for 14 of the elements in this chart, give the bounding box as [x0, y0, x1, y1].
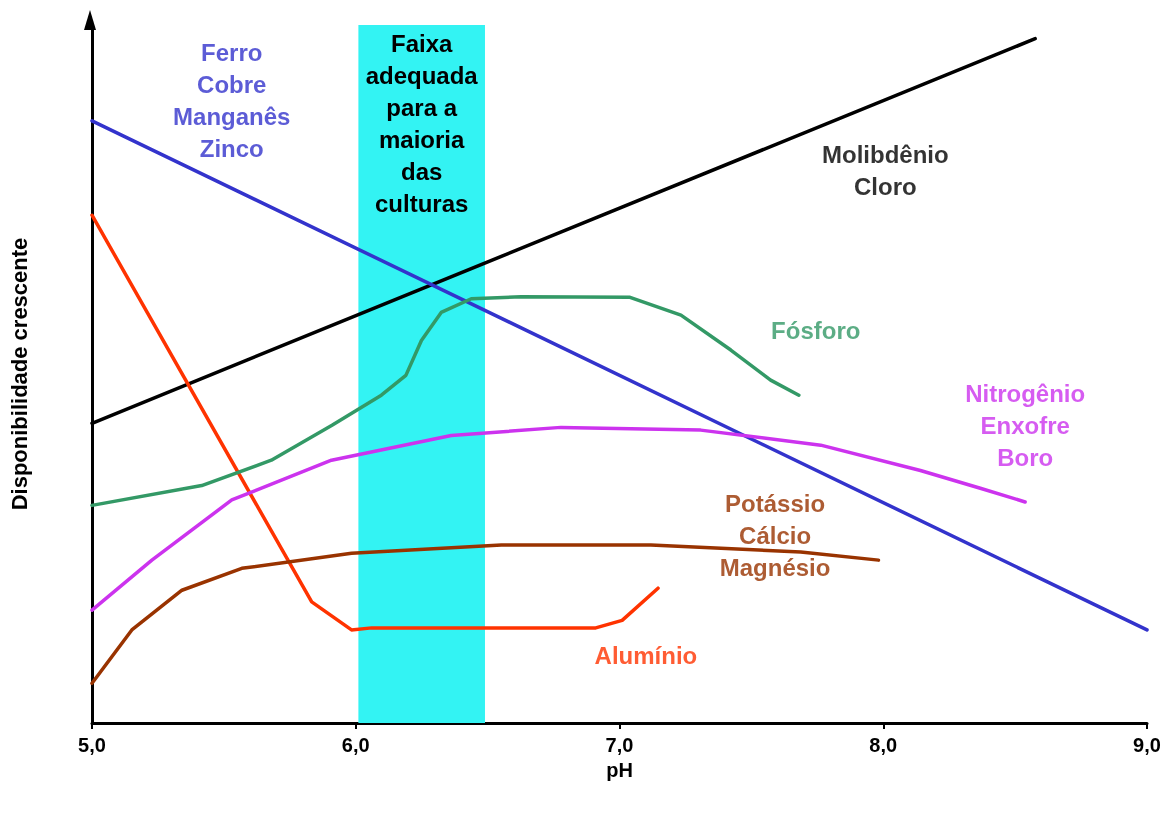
- y-axis-title: Disponibilidade crescente: [6, 237, 32, 511]
- series-label: Fósforo: [771, 316, 861, 344]
- x-tick-label: 9,0: [1133, 734, 1161, 756]
- series-label: Molibdênio Cloro: [822, 141, 949, 201]
- x-tick-label: 7,0: [605, 734, 634, 756]
- series-label: Alumínio: [594, 641, 698, 669]
- x-tick-label: 5,0: [78, 734, 106, 756]
- x-tick-label: 8,0: [869, 734, 898, 756]
- series-label: Potássio Cálcio Magnésio: [719, 490, 831, 581]
- series-label: Ferro Cobre Manganês Zinco: [173, 39, 291, 163]
- x-axis-title: pH: [606, 758, 633, 781]
- series-label: Nitrogênio Enxofre Boro: [965, 379, 1086, 471]
- x-tick-label: 6,0: [341, 734, 370, 756]
- band-label: Faixa adequada para a maioria das culturas: [365, 29, 479, 217]
